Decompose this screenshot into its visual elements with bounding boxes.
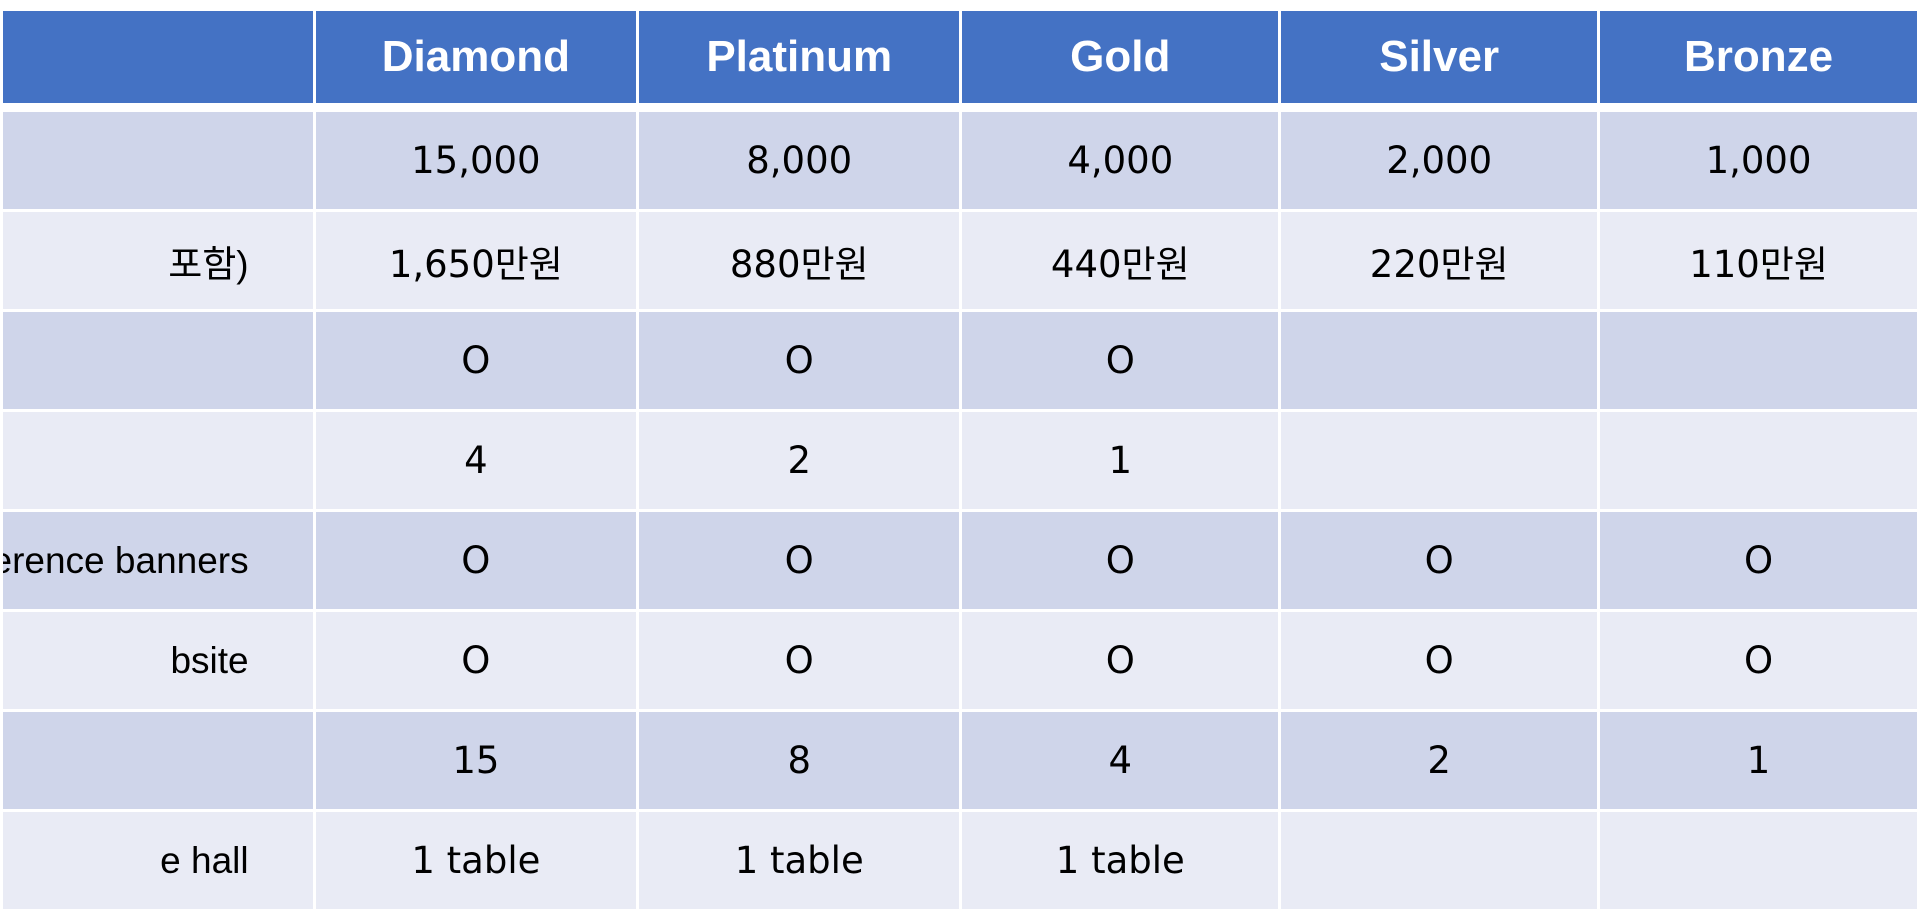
row-label-text: erence banners	[1, 539, 249, 581]
table-cell: 1	[959, 409, 1282, 512]
table-row: O O O	[0, 309, 1920, 412]
table-row: 4 2 1	[0, 409, 1920, 512]
table-cell: 2,000	[1278, 106, 1601, 212]
table-cell: 1,650만원	[312, 209, 640, 312]
header-diamond: Diamond	[312, 8, 640, 112]
table-cell: 8,000	[636, 106, 963, 212]
table-cell: 220만원	[1278, 209, 1601, 312]
table-cell: O	[636, 509, 963, 612]
table-row: e hall 1 table 1 table 1 table	[0, 809, 1920, 912]
row-label	[0, 709, 316, 812]
row-label	[0, 409, 316, 512]
header-bronze: Bronze	[1597, 8, 1920, 112]
table-row: erence banners O O O O O	[0, 509, 1920, 612]
header-corner	[0, 8, 316, 112]
table-cell: 15	[312, 709, 640, 812]
table-cell: O	[1597, 609, 1920, 712]
table-cell: O	[959, 309, 1282, 412]
table-cell	[1597, 809, 1920, 912]
table-cell: 2	[1278, 709, 1601, 812]
row-label: 포함)	[0, 209, 316, 312]
table-cell: O	[636, 309, 963, 412]
table-cell: 4	[959, 709, 1282, 812]
table-row: bsite O O O O O	[0, 609, 1920, 712]
table-row: 포함) 1,650만원 880만원 440만원 220만원 110만원	[0, 209, 1920, 312]
header-silver: Silver	[1278, 8, 1601, 112]
table-cell: 4	[312, 409, 640, 512]
table-cell	[1278, 309, 1601, 412]
row-label-text: bsite	[170, 639, 249, 681]
table-cell: O	[312, 609, 640, 712]
table-cell: O	[1278, 609, 1601, 712]
row-label-text: e hall	[160, 839, 249, 881]
table-cell: O	[1597, 509, 1920, 612]
table-cell: 1,000	[1597, 106, 1920, 212]
table-cell: O	[959, 509, 1282, 612]
table-cell: O	[636, 609, 963, 712]
table-cell: O	[1278, 509, 1601, 612]
table-cell	[1278, 409, 1601, 512]
table-cell: 1 table	[959, 809, 1282, 912]
table-cell: O	[312, 309, 640, 412]
table-cell: 4,000	[959, 106, 1282, 212]
header-platinum: Platinum	[636, 8, 963, 112]
table-cell: O	[312, 509, 640, 612]
row-label: bsite	[0, 609, 316, 712]
table-cell: 440만원	[959, 209, 1282, 312]
row-label	[0, 106, 316, 212]
table-cell	[1597, 309, 1920, 412]
table-cell: 1 table	[312, 809, 640, 912]
row-label: e hall	[0, 809, 316, 912]
table-cell: O	[959, 609, 1282, 712]
header-gold: Gold	[959, 8, 1282, 112]
table-cell: 2	[636, 409, 963, 512]
row-label	[0, 309, 316, 412]
sponsorship-table-container: Diamond Platinum Gold Silver Bronze 15,0…	[0, 8, 1920, 912]
table-cell: 15,000	[312, 106, 640, 212]
table-row: 15,000 8,000 4,000 2,000 1,000	[0, 106, 1920, 212]
table-cell: 8	[636, 709, 963, 812]
table-cell: 880만원	[636, 209, 963, 312]
row-label: erence banners	[0, 509, 316, 612]
table-cell	[1278, 809, 1601, 912]
table-cell	[1597, 409, 1920, 512]
header-row: Diamond Platinum Gold Silver Bronze	[0, 8, 1920, 112]
table-cell: 1	[1597, 709, 1920, 812]
table-cell: 110만원	[1597, 209, 1920, 312]
row-label-text: 포함)	[168, 243, 249, 285]
sponsorship-tier-table: Diamond Platinum Gold Silver Bronze 15,0…	[0, 8, 1920, 912]
table-row: 15 8 4 2 1	[0, 709, 1920, 812]
